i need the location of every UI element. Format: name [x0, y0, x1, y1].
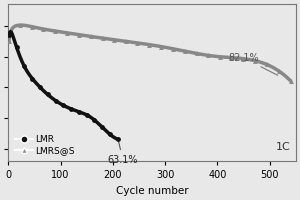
Text: 1C: 1C — [275, 142, 290, 152]
Text: 63.1%: 63.1% — [108, 142, 138, 165]
Legend: LMR, LMRS@S: LMR, LMRS@S — [13, 133, 77, 157]
Text: 82.1%: 82.1% — [228, 53, 278, 75]
X-axis label: Cycle number: Cycle number — [116, 186, 188, 196]
